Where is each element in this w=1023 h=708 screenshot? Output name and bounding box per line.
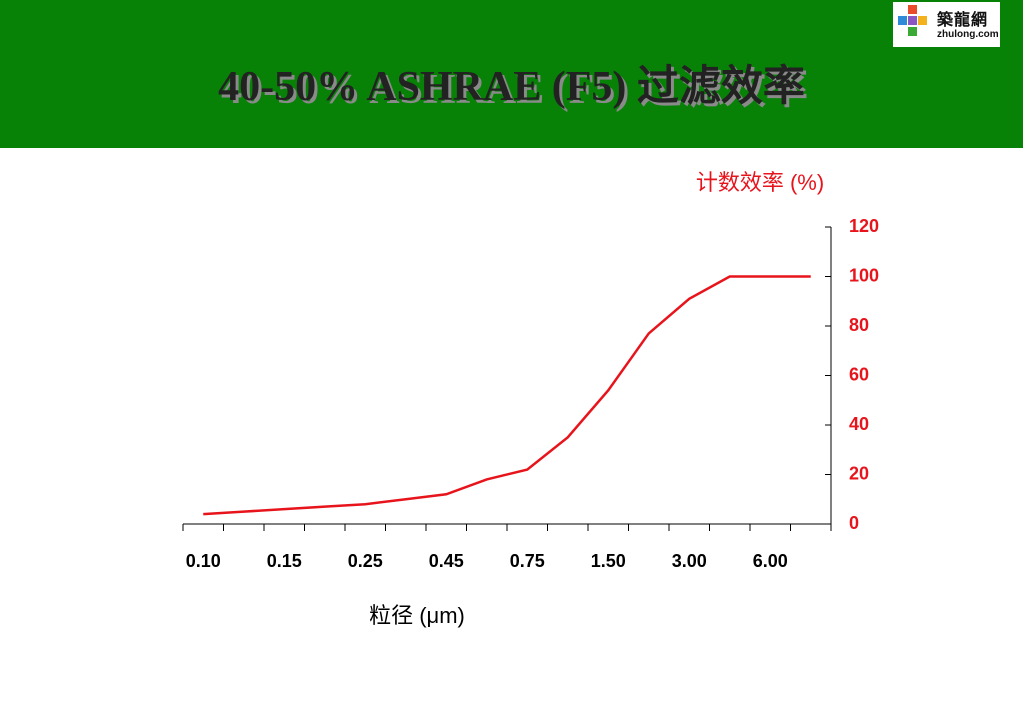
x-tick-label: 6.00 — [753, 551, 788, 571]
x-tick-label: 0.10 — [186, 551, 221, 571]
slide-title: 40-50% ASHRAE (F5) 过滤效率 — [218, 64, 805, 110]
logo: 築龍網 zhulong.com — [893, 2, 1000, 47]
y-tick-label: 120 — [849, 216, 879, 236]
logo-name: 築龍網 — [937, 10, 989, 29]
y-tick-label: 80 — [849, 315, 869, 335]
x-tick-label: 0.15 — [267, 551, 302, 571]
y-tick-label: 0 — [849, 513, 859, 533]
x-tick-label: 3.00 — [672, 551, 707, 571]
y-tick-label: 100 — [849, 265, 879, 285]
header: 40-50% ASHRAE (F5) 过滤效率 築龍網 zhulong.com — [0, 0, 1023, 148]
logo-icon — [898, 5, 927, 36]
logo-url: zhulong.com — [937, 29, 999, 40]
y-axis-title: 计数效率 (%) — [696, 170, 824, 195]
x-tick-label: 0.45 — [429, 551, 464, 571]
y-tick-label: 60 — [849, 364, 869, 384]
x-tick-label: 0.25 — [348, 551, 383, 571]
x-tick-label: 0.75 — [510, 551, 545, 571]
y-tick-label: 20 — [849, 463, 869, 483]
x-tick-label: 1.50 — [591, 551, 626, 571]
data-line — [203, 275, 811, 516]
y-tick-label: 40 — [849, 414, 869, 434]
x-axis-title: 粒径 (μm) — [369, 603, 465, 628]
